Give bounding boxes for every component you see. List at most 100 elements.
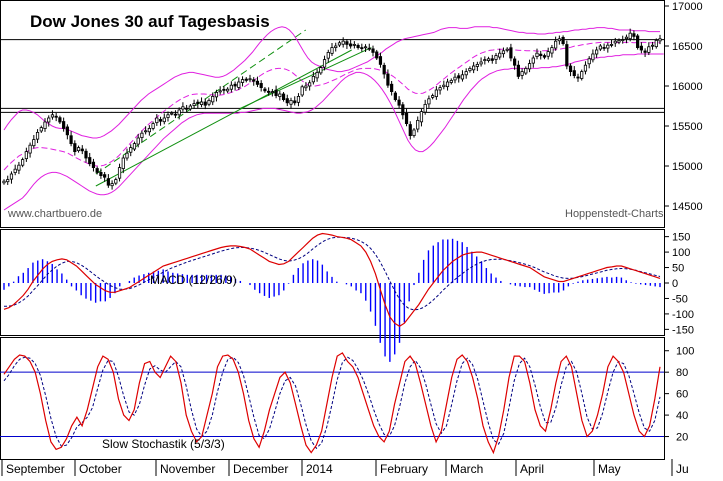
candle-body — [393, 92, 397, 101]
candle — [270, 88, 274, 97]
price-tick-label: 15500 — [672, 121, 703, 133]
candle — [62, 117, 66, 132]
candle-body — [382, 64, 386, 75]
candle — [468, 66, 472, 73]
candle-body — [73, 143, 77, 153]
trendline-1 — [95, 49, 352, 187]
candle — [583, 61, 588, 75]
candle — [479, 57, 483, 67]
candle — [218, 86, 222, 95]
candle — [431, 93, 435, 100]
candle — [84, 148, 88, 163]
macd-tick-label: 50 — [672, 263, 684, 275]
candle — [375, 49, 379, 60]
macd-tick-label: 150 — [672, 232, 690, 244]
candle — [345, 39, 349, 49]
month-label: March — [450, 462, 483, 476]
candle-body — [21, 159, 25, 166]
candle — [382, 62, 386, 79]
candle-body — [322, 59, 327, 68]
candle-body — [158, 119, 163, 122]
candle — [341, 37, 345, 48]
candle — [360, 43, 364, 52]
candle-body — [39, 127, 43, 132]
candle — [501, 47, 506, 58]
candle — [144, 126, 148, 135]
candle-body — [9, 173, 14, 180]
candle — [404, 108, 409, 127]
candle — [378, 52, 383, 68]
candle-body — [199, 101, 204, 105]
candle-body — [293, 100, 297, 104]
candle-body — [531, 57, 535, 64]
candle-body — [84, 150, 88, 159]
candle — [352, 41, 356, 49]
candle-body — [106, 178, 110, 186]
candle-body — [17, 164, 21, 171]
candle-body — [173, 113, 178, 116]
candle — [285, 94, 289, 107]
candle — [438, 84, 442, 95]
candle — [300, 84, 304, 97]
candle-body — [337, 42, 342, 46]
candle-body — [229, 84, 233, 90]
candle — [39, 125, 43, 133]
candle-body — [278, 93, 282, 97]
candle — [129, 144, 133, 157]
candle — [319, 65, 323, 75]
candle-body — [203, 101, 207, 106]
candle — [423, 99, 427, 115]
candle — [181, 102, 185, 112]
candle-body — [401, 104, 405, 116]
candle-body — [546, 51, 550, 57]
candle-body — [155, 117, 159, 124]
candle — [155, 114, 159, 126]
candle-body — [185, 107, 189, 110]
candle-body — [147, 127, 151, 133]
candle-body — [367, 47, 371, 50]
candle — [211, 92, 215, 106]
macd-tick-label: -100 — [672, 309, 694, 321]
candle — [47, 115, 51, 127]
candle-body — [233, 83, 237, 87]
candle-body — [654, 40, 658, 48]
candle-body — [65, 126, 69, 136]
candle — [240, 76, 245, 87]
candle — [233, 81, 237, 91]
candle — [464, 68, 468, 79]
candle-body — [192, 103, 196, 106]
candle — [244, 77, 248, 83]
candle — [337, 40, 342, 48]
candle-body — [490, 58, 494, 61]
candle — [408, 121, 412, 140]
candle — [557, 35, 561, 45]
candle-body — [311, 76, 315, 83]
candle-body — [412, 129, 416, 136]
candle-body — [583, 64, 588, 72]
stoch-tick-label: 20 — [676, 432, 688, 444]
candle — [296, 93, 301, 107]
candle-body — [419, 111, 424, 123]
candle — [76, 145, 81, 153]
candle — [6, 175, 10, 185]
candle — [304, 82, 308, 92]
candle — [114, 177, 118, 186]
candle — [188, 104, 192, 111]
candle — [520, 68, 524, 80]
candle-body — [460, 74, 465, 80]
candle-body — [565, 44, 569, 67]
macd-tick-label: -50 — [672, 293, 688, 305]
candle — [117, 163, 122, 182]
candle — [632, 30, 636, 41]
candle-body — [274, 89, 278, 97]
candle-body — [270, 91, 274, 93]
candle — [229, 81, 233, 93]
candle — [494, 52, 498, 64]
candle — [259, 80, 263, 92]
candle-body — [442, 84, 446, 88]
candle — [103, 172, 107, 182]
stoch-tick-label: 80 — [676, 367, 688, 379]
candle — [121, 155, 125, 174]
candle-body — [613, 40, 617, 44]
